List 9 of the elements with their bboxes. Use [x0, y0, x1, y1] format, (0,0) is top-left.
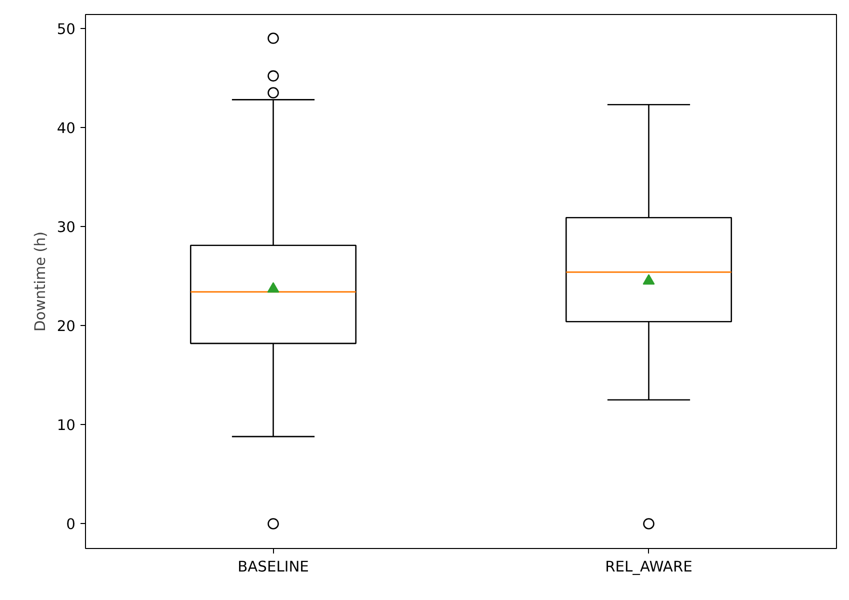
- y-tick-label: 10: [56, 417, 76, 434]
- y-axis-title: Downtime (h): [32, 231, 49, 332]
- x-tick-label: BASELINE: [238, 558, 309, 576]
- y-tick-label: 0: [66, 516, 76, 534]
- y-tick-label: 30: [56, 219, 76, 236]
- y-tick-label: 50: [56, 20, 76, 38]
- y-tick-label: 20: [56, 318, 76, 336]
- x-tick-label: REL_AWARE: [605, 558, 692, 576]
- y-tick-label: 40: [56, 120, 76, 137]
